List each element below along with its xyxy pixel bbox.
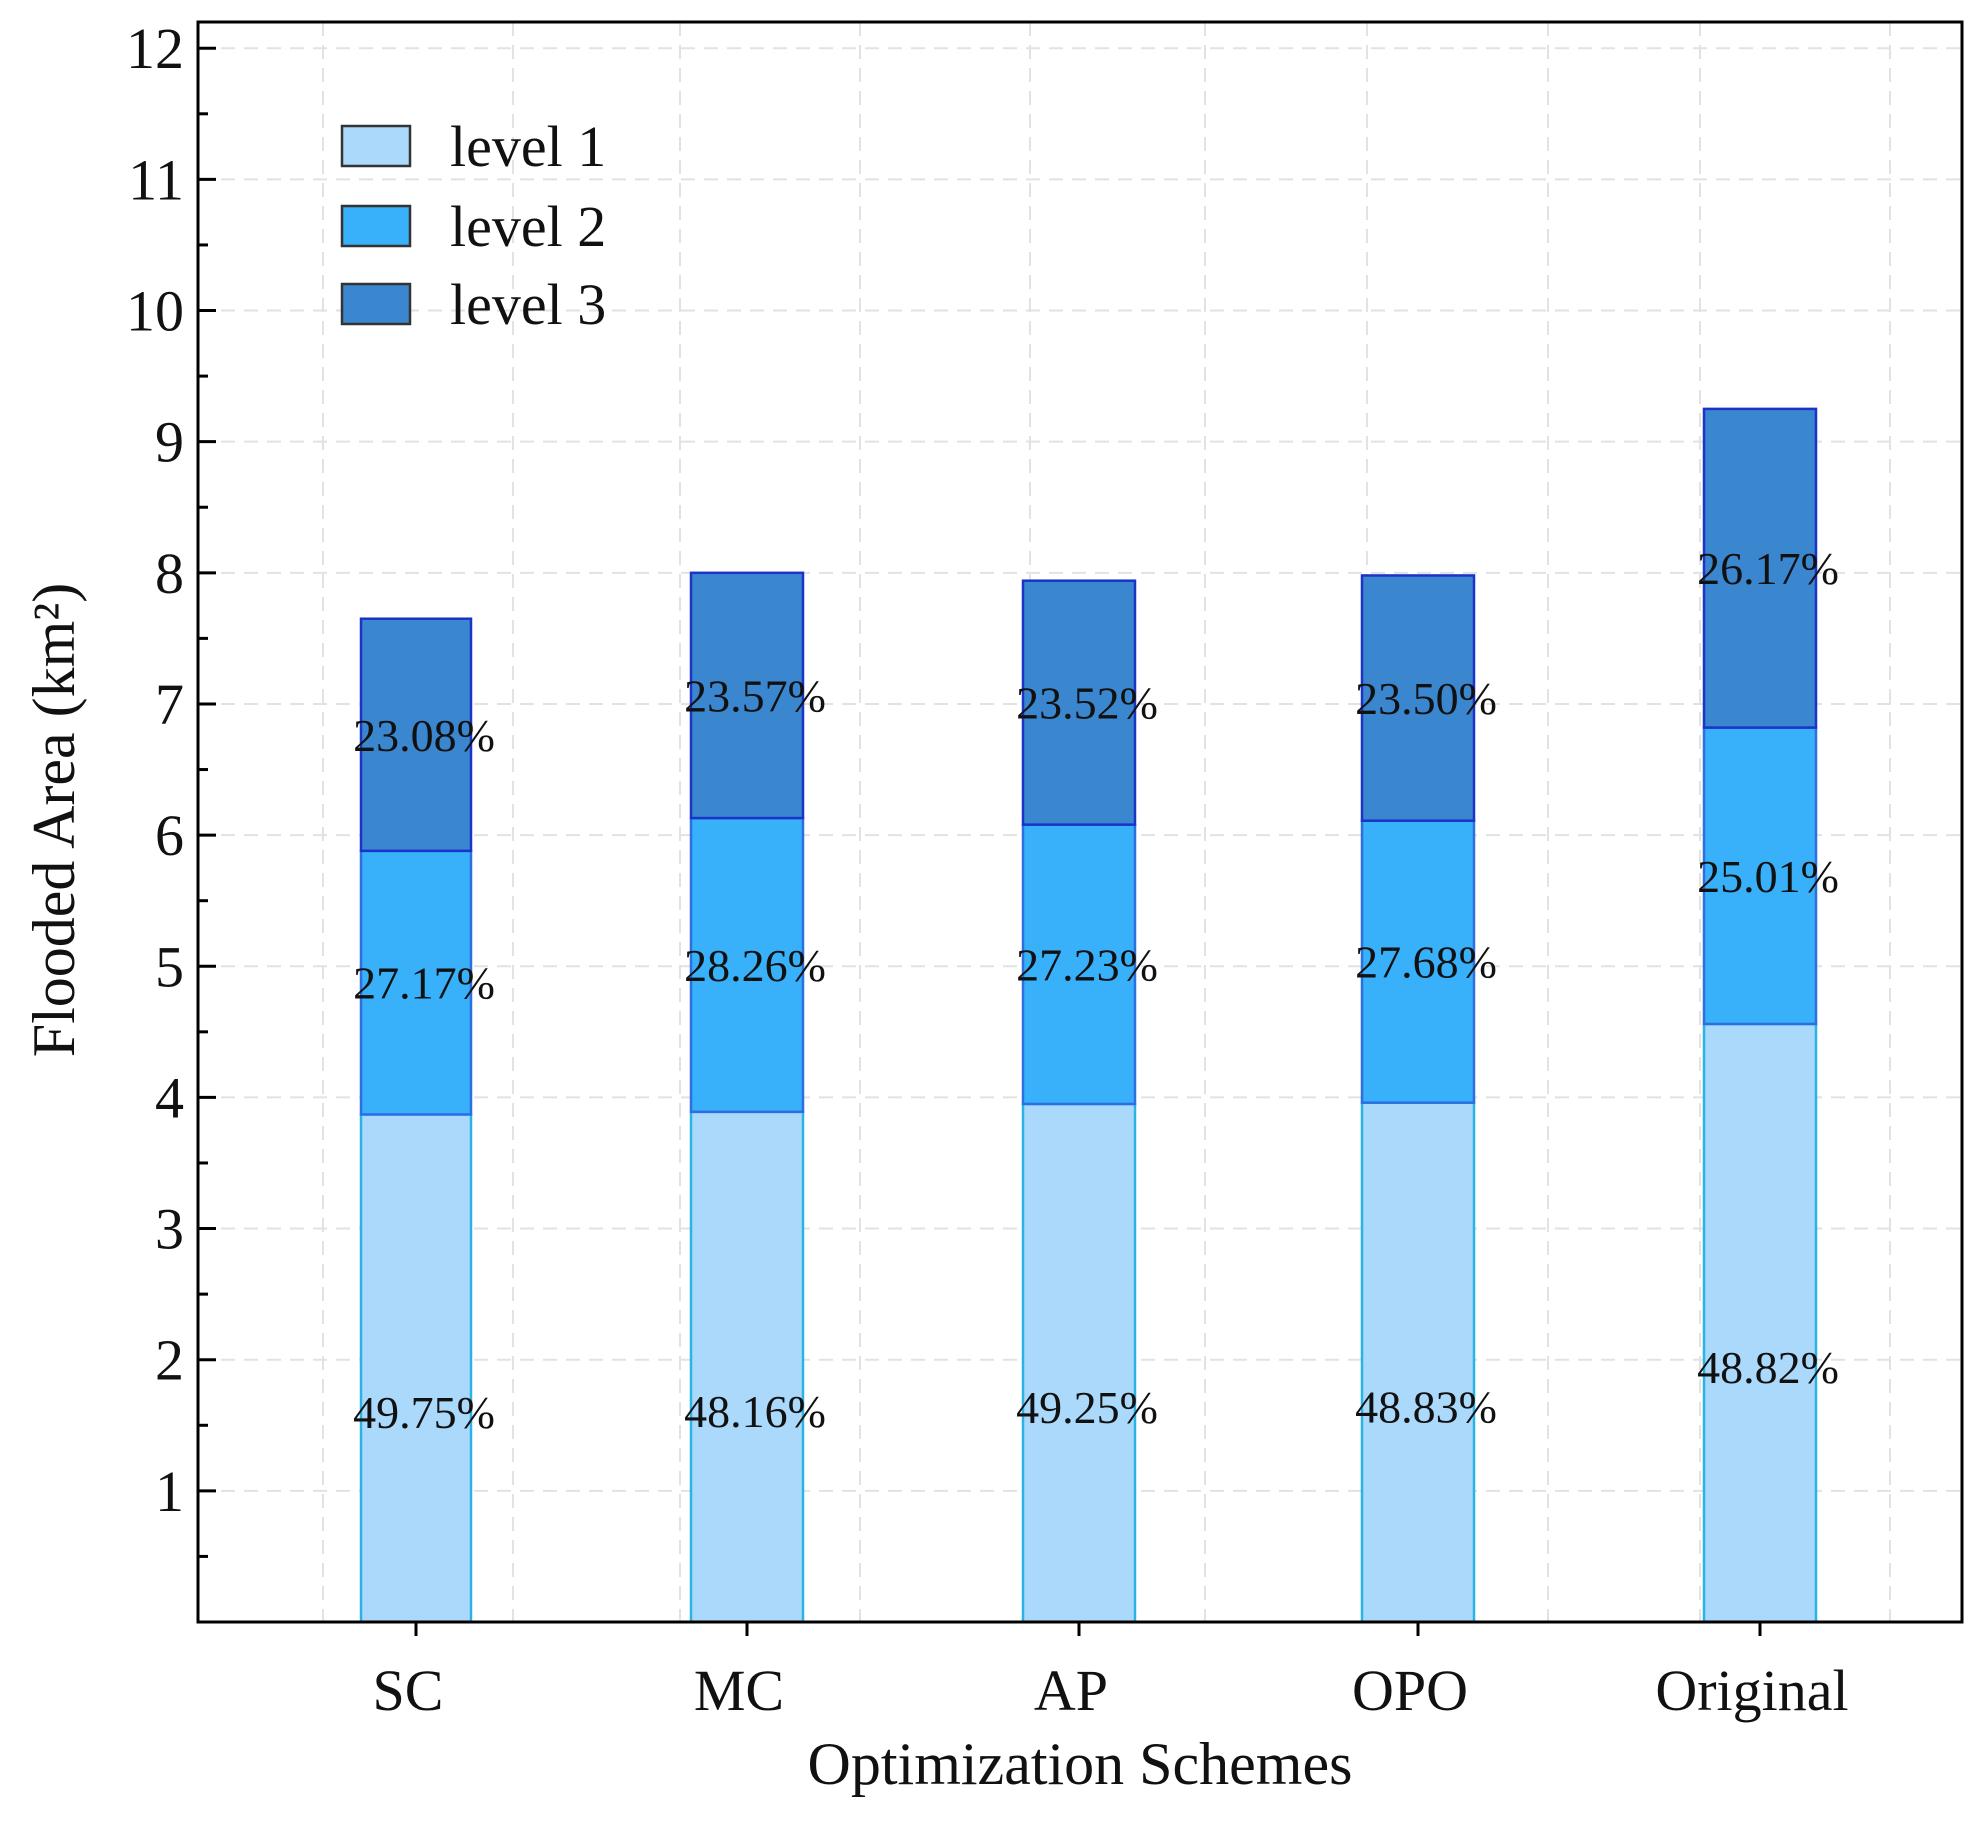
legend-swatch-level-1 (340, 124, 412, 168)
y-tick-label: 3 (155, 1197, 184, 1262)
x-tick-label-ap: AP (1034, 1658, 1108, 1723)
y-tick-label: 7 (155, 672, 184, 737)
data-label-mc-level-3: 23.57% (684, 670, 826, 721)
bar-segment-mc-level-3 (689, 571, 805, 820)
y-tick-label: 10 (126, 279, 184, 344)
data-label-ap-level-3: 23.52% (1016, 678, 1158, 729)
x-tick-label-sc: SC (373, 1658, 444, 1723)
data-label-mc-level-1: 48.16% (684, 1386, 826, 1437)
bar-segment-opo-level-1 (1360, 1101, 1476, 1624)
x-tick-label-mc: MC (694, 1658, 784, 1723)
y-tick-label: 1 (155, 1459, 184, 1524)
x-tick-label-original: Original (1655, 1658, 1848, 1723)
bar-segment-mc-level-2 (689, 816, 805, 1114)
y-tick-label: 5 (155, 934, 184, 999)
data-label-ap-level-2: 27.23% (1016, 939, 1158, 990)
x-axis-title: Optimization Schemes (808, 1731, 1353, 1797)
data-label-mc-level-2: 28.26% (684, 940, 826, 991)
bar-segment-ap-level-1 (1021, 1102, 1137, 1624)
data-label-ap-level-1: 49.25% (1016, 1382, 1158, 1433)
legend-swatch-level-3 (340, 282, 412, 326)
legend-label-level-3: level 3 (450, 272, 606, 337)
y-tick-label: 2 (155, 1328, 184, 1393)
legend-label-level-2: level 2 (450, 194, 606, 259)
bars-layer (359, 407, 1818, 1624)
data-label-original-level-1: 48.82% (1697, 1342, 1839, 1393)
y-tick-label: 8 (155, 541, 184, 606)
data-label-opo-level-3: 23.50% (1355, 673, 1497, 724)
legend: level 1 level 2 level 3 (340, 114, 606, 337)
data-labels-layer: 49.75% 27.17% 23.08% 48.16% 28.26% 23.57% 49.2… (353, 543, 1839, 1438)
data-label-opo-level-1: 48.83% (1355, 1381, 1497, 1432)
bar-segment-ap-level-2 (1021, 823, 1137, 1106)
data-label-sc-level-3: 23.08% (353, 710, 495, 761)
y-tick-label: 9 (155, 410, 184, 475)
bar-segment-sc-level-1 (359, 1113, 473, 1624)
y-tick-label: 12 (126, 16, 184, 81)
bar-segment-opo-level-2 (1360, 819, 1476, 1104)
bar-segment-sc-level-2 (359, 849, 473, 1116)
data-label-original-level-2: 25.01% (1697, 851, 1839, 902)
bar-segment-mc-level-1 (689, 1110, 805, 1624)
bar-segment-original-level-2 (1702, 726, 1818, 1026)
bar-segment-original-level-3 (1702, 407, 1818, 729)
bar-segment-opo-level-3 (1360, 574, 1476, 822)
data-label-original-level-3: 26.17% (1697, 543, 1839, 594)
legend-label-level-1: level 1 (450, 114, 606, 179)
x-tick-label-opo: OPO (1352, 1658, 1468, 1723)
y-axis-title: Flooded Area (km²) (21, 583, 87, 1058)
legend-swatch-level-2 (340, 204, 412, 248)
data-label-opo-level-2: 27.68% (1355, 937, 1497, 988)
bar-segment-original-level-1 (1702, 1022, 1818, 1624)
bar-segment-ap-level-3 (1021, 579, 1137, 826)
bar-segment-sc-level-3 (359, 617, 473, 853)
data-label-sc-level-2: 27.17% (353, 958, 495, 1009)
data-label-sc-level-1: 49.75% (353, 1387, 495, 1438)
y-tick-label: 11 (128, 147, 184, 212)
y-tick-label: 6 (155, 803, 184, 868)
y-tick-label: 4 (155, 1065, 184, 1130)
